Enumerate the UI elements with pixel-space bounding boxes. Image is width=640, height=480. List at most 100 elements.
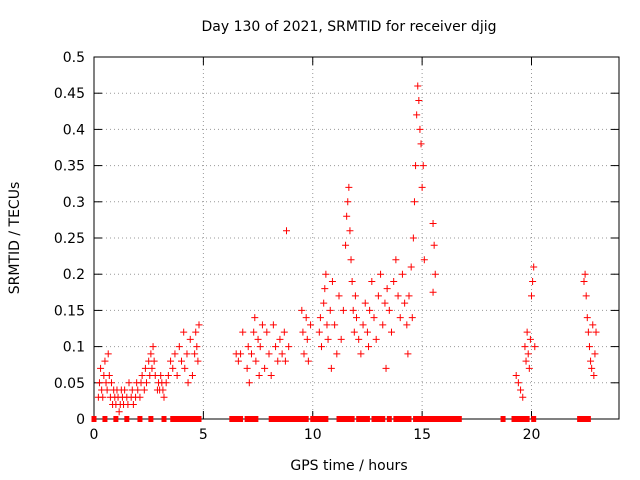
data-point [265, 350, 273, 358]
zero-point [452, 416, 458, 422]
x-tick-label: 0 [90, 427, 99, 443]
y-tick-label: 0.3 [63, 195, 85, 211]
zero-point [192, 416, 198, 422]
data-point [584, 328, 592, 336]
zero-point [161, 416, 167, 422]
data-point [171, 350, 179, 358]
data-point [363, 328, 371, 336]
data-point [255, 372, 263, 380]
zero-point [413, 416, 419, 422]
zero-point [91, 416, 97, 422]
data-point [258, 321, 266, 329]
data-point [512, 372, 520, 380]
data-point [125, 379, 133, 387]
data-point [300, 350, 308, 358]
data-point [419, 162, 427, 170]
data-point [415, 96, 423, 104]
data-point [278, 350, 286, 358]
zero-point [187, 416, 193, 422]
data-point [430, 241, 438, 249]
data-point [366, 306, 374, 314]
zero-point [421, 416, 427, 422]
data-point [169, 364, 177, 372]
data-point [348, 277, 356, 285]
zero-point [515, 416, 521, 422]
data-point [382, 364, 390, 372]
y-tick-label: 0.4 [63, 122, 85, 138]
data-point [108, 379, 115, 387]
data-point [590, 372, 598, 380]
zero-point [174, 416, 180, 422]
data-point [349, 306, 357, 314]
data-point [307, 321, 315, 329]
data-point [129, 401, 137, 409]
zero-point [196, 416, 202, 422]
y-tick-label: 0.35 [54, 159, 85, 175]
zero-point [290, 416, 296, 422]
data-point [530, 263, 538, 271]
data-point [372, 335, 380, 343]
data-point [250, 328, 258, 336]
data-point [591, 350, 599, 358]
data-point [392, 256, 400, 264]
zero-point [577, 416, 583, 422]
data-point [167, 357, 175, 365]
x-tick-label: 15 [413, 427, 431, 443]
zero-point [286, 416, 292, 422]
zero-point [137, 416, 143, 422]
data-point [404, 350, 412, 358]
chart-title: Day 130 of 2021, SRMTID for receiver dji… [202, 19, 497, 35]
data-point [263, 328, 271, 336]
data-point [243, 364, 251, 372]
zero-point [319, 416, 324, 422]
zero-point [249, 416, 254, 422]
zero-point [229, 416, 235, 422]
data-point [350, 328, 358, 336]
zero-point [148, 416, 154, 422]
data-point [283, 227, 290, 235]
y-tick-label: 0.2 [63, 267, 85, 283]
data-point [346, 227, 354, 235]
data-point [347, 256, 355, 264]
data-point [303, 335, 311, 343]
data-point [157, 372, 165, 380]
data-point [417, 140, 425, 148]
zero-point [371, 416, 377, 422]
data-point [412, 162, 420, 170]
zero-point [524, 416, 530, 422]
zero-point [183, 416, 189, 422]
data-point [327, 364, 335, 372]
zero-point [310, 416, 316, 422]
zero-point [273, 416, 279, 422]
data-point [252, 357, 260, 365]
data-point [115, 408, 123, 416]
data-point [269, 321, 277, 329]
zero-point [179, 416, 184, 422]
data-point [101, 357, 109, 365]
y-tick-label: 0.05 [54, 376, 85, 392]
data-point [388, 328, 395, 336]
data-point [342, 241, 350, 249]
data-point [408, 314, 416, 322]
data-point [316, 314, 324, 322]
data-point [585, 343, 593, 351]
y-tick-label: 0.45 [54, 86, 85, 102]
data-point [148, 364, 156, 372]
zero-point [406, 416, 412, 422]
data-point [234, 357, 242, 365]
zero-point [375, 416, 381, 422]
data-point [420, 256, 428, 264]
data-point [431, 270, 439, 278]
data-point [405, 292, 413, 300]
data-point [178, 357, 185, 365]
data-point [331, 321, 339, 329]
data-point [159, 386, 167, 394]
zero-point [253, 416, 259, 422]
data-point [160, 393, 168, 401]
zero-point [170, 416, 176, 422]
zero-point [393, 416, 399, 422]
x-tick-label: 20 [523, 427, 541, 443]
data-point [105, 372, 113, 380]
data-point [365, 343, 373, 351]
